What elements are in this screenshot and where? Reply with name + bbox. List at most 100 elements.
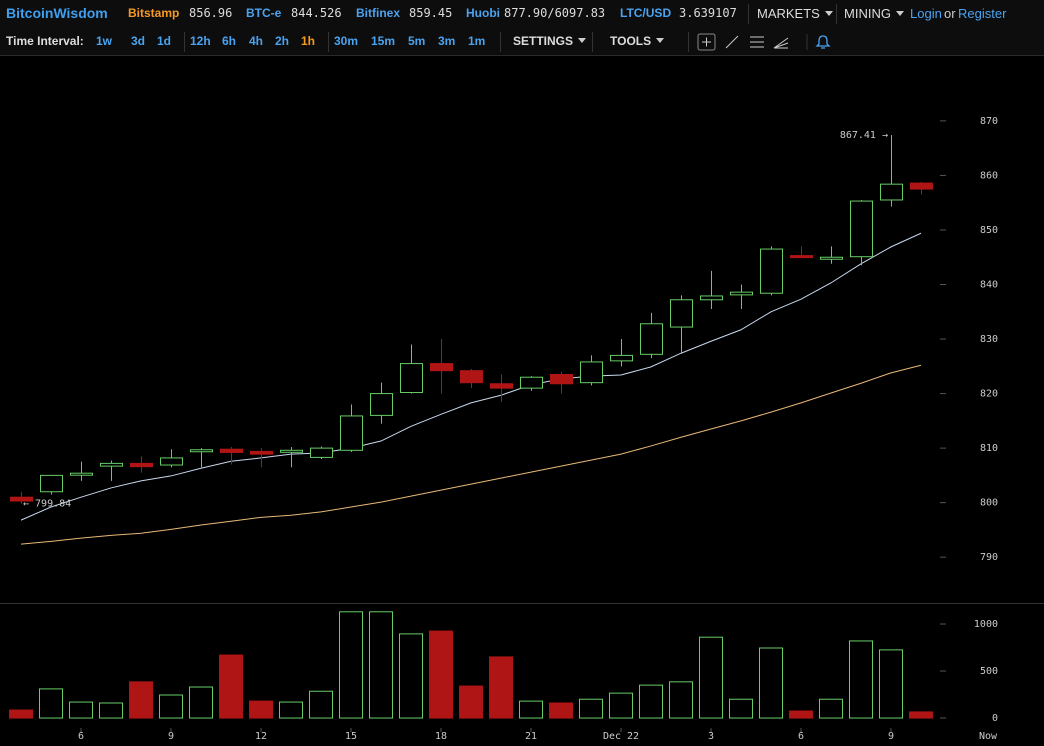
ticker-name[interactable]: BTC-e: [246, 6, 282, 20]
interval-option[interactable]: 30m: [334, 34, 359, 48]
toolbar: Time Interval: SETTINGS TOOLS 1w 3d 1d 12h 6…: [0, 28, 1044, 56]
volume-bar: [489, 656, 513, 719]
volume-bar: [909, 711, 933, 719]
volume-bar: [639, 684, 663, 719]
x-tick-label: 3: [708, 731, 714, 742]
interval-option[interactable]: 6h: [222, 34, 237, 48]
volume-bar: [579, 698, 603, 719]
volume-bar: [789, 710, 813, 719]
volume-bar: [339, 611, 363, 719]
crosshair-icon: [702, 37, 711, 47]
y-tick-label: 820: [980, 389, 998, 400]
candle-body: [610, 354, 633, 362]
drawing-tools: [697, 33, 831, 51]
mining-menu[interactable]: MINING: [844, 0, 904, 27]
separator: [836, 4, 837, 24]
ticker-price: 859.45: [409, 6, 453, 20]
volume-tick-label: 1000: [974, 619, 998, 630]
candle-body: [10, 496, 33, 502]
ticker-name[interactable]: Bitfinex: [356, 6, 401, 20]
hline-tool[interactable]: [750, 36, 764, 48]
y-tick-label: 870: [980, 116, 998, 127]
volume-bar: [549, 702, 573, 719]
x-tick-label: 6: [78, 731, 84, 742]
candle-body: [670, 299, 693, 328]
volume-bar: [729, 698, 753, 719]
interval-option[interactable]: 1d: [157, 34, 172, 48]
line-tool[interactable]: [725, 35, 739, 49]
interval-option[interactable]: 3m: [438, 34, 456, 48]
candle-body: [520, 376, 543, 389]
volume-tick-label: 0: [992, 713, 998, 724]
separator: [328, 32, 329, 52]
candle-body: [430, 363, 453, 372]
ticker-price: 3.639107: [679, 6, 737, 20]
ticker-name[interactable]: Bitstamp: [128, 6, 180, 20]
candle-body: [100, 462, 123, 467]
moving-average: [20, 232, 922, 521]
candle-body: [730, 291, 753, 296]
candle-body: [220, 448, 243, 453]
y-tick-label: 860: [980, 170, 998, 181]
interval-option[interactable]: 5m: [408, 34, 426, 48]
x-tick-label: 9: [168, 731, 174, 742]
or-text: or: [944, 6, 956, 21]
volume-bar: [249, 700, 273, 719]
candle-body: [700, 295, 723, 301]
interval-option[interactable]: 1m: [468, 34, 486, 48]
candle-body: [790, 255, 813, 259]
interval-option[interactable]: 1w: [96, 34, 113, 48]
settings-menu[interactable]: SETTINGS: [513, 28, 586, 55]
candle-body: [760, 248, 783, 294]
separator: [184, 32, 185, 52]
login-link[interactable]: Login: [910, 6, 942, 21]
register-link[interactable]: Register: [958, 6, 1007, 21]
volume-bar: [699, 636, 723, 719]
fan-tool[interactable]: [773, 37, 789, 49]
top-bar: BitcoinWisdom Bitstamp 856.96 BTC-e 844.…: [0, 0, 1044, 29]
max-annotation: 867.41 →: [840, 130, 888, 141]
y-tick-label: 850: [980, 225, 998, 236]
interval-label: Time Interval:: [6, 34, 84, 48]
volume-bar: [879, 649, 903, 719]
candle-body: [250, 450, 273, 455]
candle-body: [400, 363, 423, 393]
interval-option[interactable]: 2h: [275, 34, 290, 48]
candle-body: [190, 449, 213, 453]
volume-bar: [309, 690, 333, 719]
candle-body: [280, 449, 303, 453]
tools-menu[interactable]: TOOLS: [610, 28, 664, 55]
separator: [500, 32, 501, 52]
candle-body: [910, 182, 933, 190]
volume-bar: [819, 698, 843, 719]
markets-menu[interactable]: MARKETS: [757, 0, 833, 27]
moving-average: [20, 364, 922, 545]
ticker-price: 856.96: [189, 6, 233, 20]
candle-body: [490, 383, 513, 389]
interval-option[interactable]: 1h: [301, 34, 316, 48]
brand[interactable]: BitcoinWisdom: [6, 5, 108, 21]
ticker-name[interactable]: LTC/USD: [620, 6, 672, 20]
volume-bar: [519, 700, 543, 719]
alert-tool[interactable]: [815, 35, 831, 49]
interval-option[interactable]: 15m: [371, 34, 396, 48]
interval-option[interactable]: 3d: [131, 34, 146, 48]
volume-bar: [669, 681, 693, 719]
candle-body: [340, 415, 363, 451]
crosshair-tool[interactable]: [697, 33, 716, 51]
y-tick-label: 790: [980, 552, 998, 563]
y-tick-label: 810: [980, 443, 998, 454]
interval-option[interactable]: 4h: [249, 34, 264, 48]
separator: [688, 32, 689, 52]
ticker-name[interactable]: Huobi: [466, 6, 500, 20]
x-tick-label: 18: [435, 731, 447, 742]
candle-body: [40, 474, 63, 493]
volume-bar: [759, 647, 783, 719]
volume-bar: [69, 701, 93, 719]
candle-body: [130, 462, 153, 468]
x-tick-label: 9: [888, 731, 894, 742]
ticker-price: 877.90/6097.83: [504, 6, 606, 20]
volume-bar: [39, 688, 63, 719]
interval-option[interactable]: 12h: [190, 34, 211, 48]
